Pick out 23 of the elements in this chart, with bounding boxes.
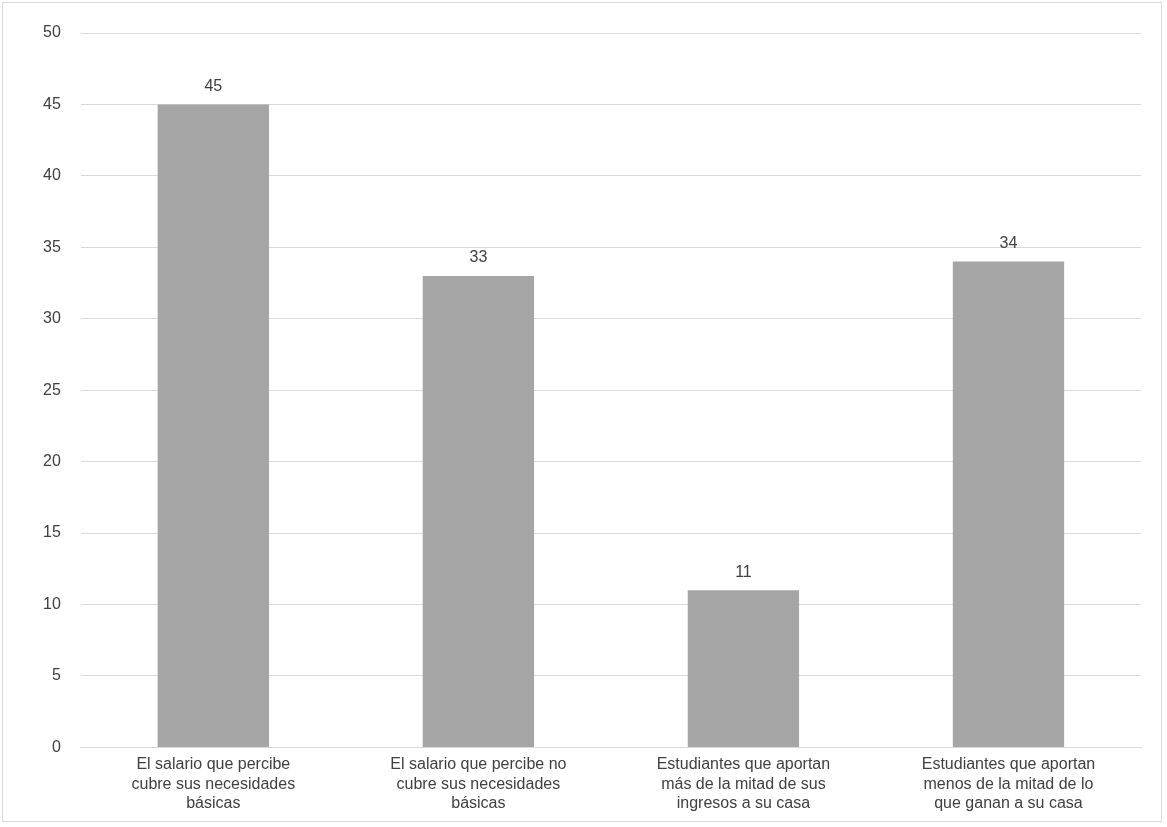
- data-label: 34: [999, 234, 1018, 252]
- y-tick-label: 0: [51, 737, 61, 755]
- y-tick-label: 50: [43, 23, 61, 41]
- y-tick-label: 40: [43, 166, 61, 184]
- y-tick-label: 25: [43, 380, 61, 398]
- y-tick-label: 5: [51, 666, 61, 684]
- bar: [157, 104, 269, 747]
- x-tick-label: Estudiantes que aportan más de la mitad de sus ingresos a su casa: [656, 755, 831, 811]
- y-tick-label: 20: [43, 452, 61, 470]
- y-tick-label: 30: [43, 309, 61, 327]
- y-tick-label: 15: [43, 523, 61, 541]
- y-tick-label: 35: [43, 237, 61, 255]
- x-tick-label: El salario que percibe cubre sus necesidades básicas: [131, 755, 296, 811]
- x-tick-label: Estudiantes que aportan menos de la mitad de lo que ganan a su casa: [921, 755, 1096, 811]
- data-label: 11: [735, 562, 752, 580]
- y-tick-label: 45: [43, 94, 61, 112]
- bar: [952, 261, 1065, 747]
- bar: [422, 275, 535, 747]
- bar: [687, 590, 800, 747]
- y-tick-label: 10: [43, 594, 61, 612]
- data-label: 45: [204, 76, 223, 94]
- data-label: 33: [469, 248, 488, 266]
- x-tick-label: El salario que percibe no cubre sus necesidades básicas: [390, 755, 567, 811]
